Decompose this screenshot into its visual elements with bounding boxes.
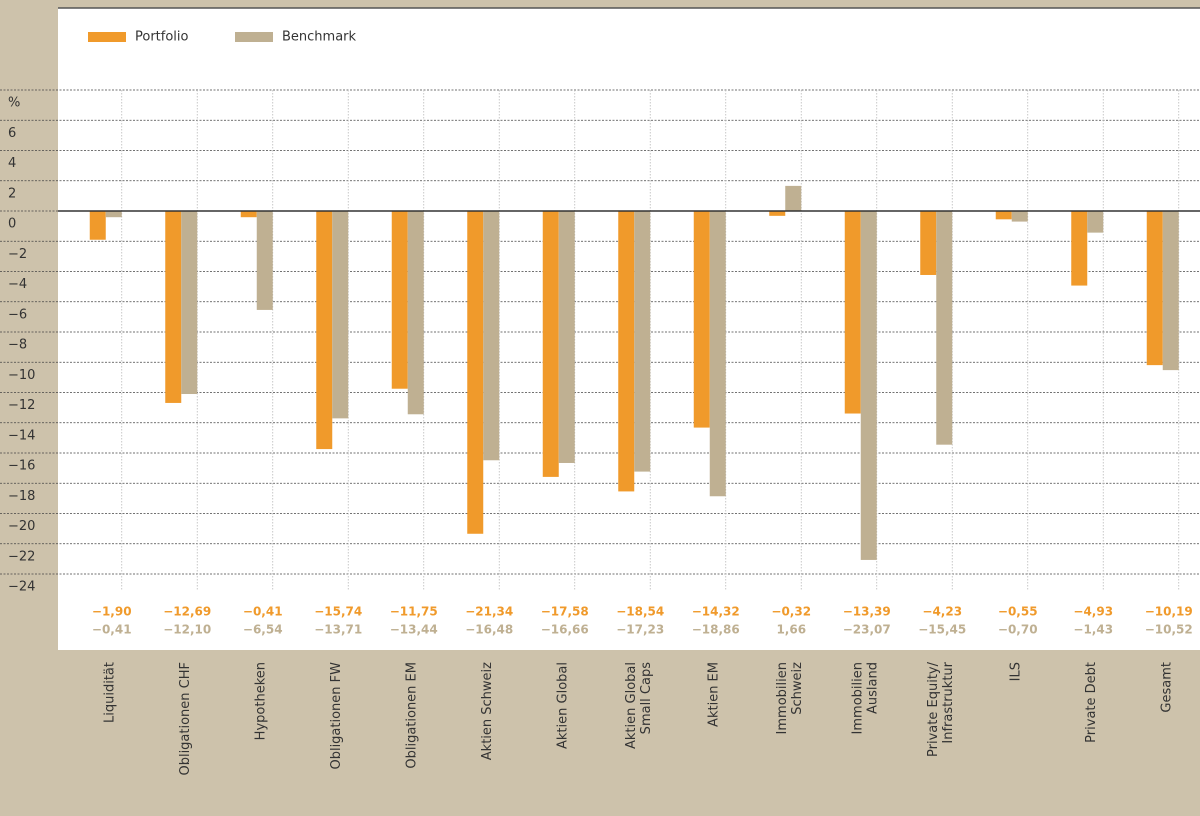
y-tick-label: −2: [8, 247, 27, 262]
y-tick-label: −16: [8, 459, 35, 474]
value-label: −13,44: [390, 623, 438, 637]
bar: [920, 211, 937, 275]
value-label: −13,71: [314, 623, 362, 637]
value-label: −18,86: [692, 623, 740, 637]
bar: [1146, 211, 1163, 366]
bar: [240, 211, 257, 218]
bar: [1011, 211, 1028, 222]
bar: [844, 211, 861, 414]
value-label: −11,75: [390, 605, 438, 619]
y-tick-label: −8: [8, 338, 27, 353]
y-tick-label: −24: [8, 580, 35, 595]
x-tick-label: Aktien Schweiz: [480, 662, 495, 760]
value-label: −10,52: [1145, 623, 1193, 637]
bar: [391, 211, 408, 389]
bar: [256, 211, 273, 310]
bar: [1071, 211, 1088, 286]
legend-swatch: [88, 32, 126, 42]
y-tick-label: −10: [8, 368, 35, 383]
value-label: −12,10: [163, 623, 211, 637]
value-label: −12,69: [163, 605, 211, 619]
bar: [693, 211, 710, 428]
bar: [105, 211, 122, 218]
bar: [769, 211, 786, 216]
legend-label: Benchmark: [282, 30, 357, 45]
x-tick-label: Aktien Global: [555, 662, 570, 749]
value-label: −0,55: [998, 605, 1038, 619]
value-label: −23,07: [843, 623, 891, 637]
y-tick-label: 6: [8, 126, 16, 141]
bar: [316, 211, 333, 450]
bar: [165, 211, 182, 403]
bar: [181, 211, 198, 395]
y-axis-label: %: [8, 96, 20, 111]
value-label: −17,58: [541, 605, 589, 619]
y-tick-label: 0: [8, 217, 16, 232]
bar: [558, 211, 575, 463]
bar: [936, 211, 953, 445]
value-label: −18,54: [616, 605, 664, 619]
bar: [407, 211, 424, 415]
y-tick-label: −4: [8, 277, 27, 292]
bar: [89, 211, 106, 240]
bar: [709, 211, 726, 497]
value-label: −15,45: [918, 623, 966, 637]
value-label: −10,19: [1145, 605, 1193, 619]
bar: [467, 211, 484, 534]
value-label: −21,34: [465, 605, 513, 619]
value-label: −4,93: [1073, 605, 1113, 619]
value-label: −13,39: [843, 605, 891, 619]
x-tick-label: Aktien GlobalSmall Caps: [623, 662, 653, 749]
legend-swatch: [235, 32, 273, 42]
value-label: −0,32: [771, 605, 811, 619]
value-label: −17,23: [616, 623, 664, 637]
y-tick-label: −12: [8, 398, 35, 413]
value-label: −0,41: [243, 605, 283, 619]
x-tick-label: Obligationen FW: [329, 662, 344, 770]
x-tick-label: Hypotheken: [253, 662, 268, 740]
bar: [634, 211, 651, 472]
value-label: −14,32: [692, 605, 740, 619]
value-label: 1,66: [776, 623, 806, 637]
value-label: −6,54: [243, 623, 283, 637]
value-label: −1,90: [92, 605, 132, 619]
value-label: −0,70: [998, 623, 1038, 637]
x-tick-label: ILS: [1008, 662, 1023, 681]
y-tick-label: 4: [8, 156, 16, 171]
x-tick-label: Obligationen EM: [404, 662, 419, 769]
x-tick-label: Obligationen CHF: [178, 662, 193, 776]
legend-label: Portfolio: [135, 30, 189, 45]
x-tick-label: ImmobilienSchweiz: [774, 662, 804, 735]
bar: [332, 211, 349, 419]
value-label: −4,23: [922, 605, 962, 619]
value-label: −16,48: [465, 623, 513, 637]
bar: [1087, 211, 1104, 233]
y-tick-label: −6: [8, 307, 27, 322]
x-tick-label: Private Debt: [1084, 662, 1099, 743]
x-tick-label: Private Equity/Infrastruktur: [925, 661, 955, 757]
bar: [1162, 211, 1179, 371]
bar: [618, 211, 635, 492]
x-tick-label: Aktien EM: [706, 662, 721, 727]
bar: [483, 211, 500, 461]
y-tick-label: −20: [8, 519, 35, 534]
y-tick-label: −22: [8, 549, 35, 564]
bar: [995, 211, 1012, 220]
y-tick-label: 2: [8, 186, 16, 201]
value-label: −1,43: [1073, 623, 1113, 637]
x-tick-label: Liquidität: [102, 662, 117, 723]
x-tick-label: Gesamt: [1159, 662, 1174, 713]
value-label: −15,74: [314, 605, 362, 619]
bar: [860, 211, 877, 560]
value-label: −0,41: [92, 623, 132, 637]
y-tick-label: −18: [8, 489, 35, 504]
y-tick-label: −14: [8, 428, 35, 443]
bar: [542, 211, 559, 477]
value-label: −16,66: [541, 623, 589, 637]
bar: [785, 185, 802, 211]
x-tick-label: ImmobilienAusland: [850, 662, 880, 734]
